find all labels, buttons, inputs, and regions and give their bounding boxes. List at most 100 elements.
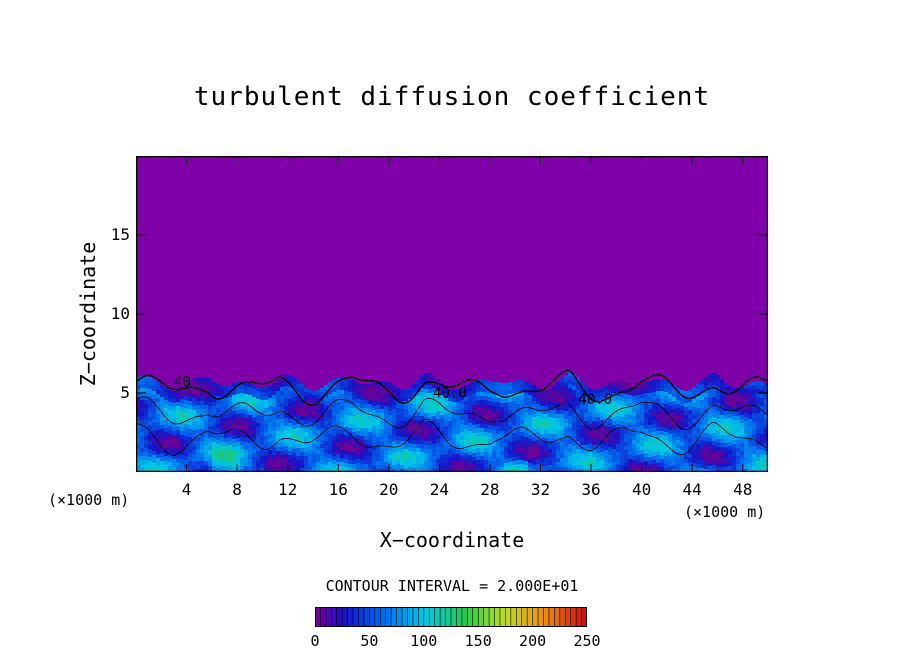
field-cell [524, 469, 528, 472]
field-cell [528, 403, 532, 407]
field-cell [596, 413, 600, 417]
field-cell [172, 427, 176, 431]
field-cell [332, 416, 336, 420]
field-cell [252, 429, 256, 433]
field-cell [360, 456, 364, 460]
field-cell [188, 413, 192, 417]
field-cell [356, 427, 360, 431]
field-cell [592, 417, 596, 421]
field-cell [168, 462, 172, 466]
field-cell [212, 454, 216, 458]
field-cell [568, 396, 572, 400]
field-cell [348, 440, 352, 444]
field-cell [324, 417, 328, 421]
field-cell [432, 464, 436, 468]
field-cell [448, 441, 452, 445]
field-cell [716, 427, 720, 431]
field-cell [572, 386, 576, 390]
field-cell [724, 443, 728, 447]
field-cell [704, 429, 708, 433]
field-cell [388, 419, 392, 423]
field-cell [232, 427, 236, 431]
field-cell [760, 458, 764, 462]
field-cell [496, 434, 500, 438]
field-cell [408, 443, 412, 447]
field-cell [392, 413, 396, 417]
field-cell [736, 428, 740, 432]
field-cell [212, 414, 216, 418]
field-cell [652, 452, 656, 456]
field-cell [728, 422, 732, 426]
field-cell [420, 456, 424, 460]
field-cell [416, 436, 420, 440]
field-cell [272, 427, 276, 431]
field-cell [448, 425, 452, 429]
field-cell [572, 394, 576, 398]
field-cell [384, 458, 388, 462]
field-cell [752, 382, 756, 386]
field-cell [304, 420, 308, 424]
field-cell [180, 399, 184, 403]
field-cell [352, 384, 356, 388]
field-cell [732, 412, 736, 416]
field-cell [740, 403, 744, 407]
field-cell [164, 408, 168, 412]
field-cell [180, 439, 184, 443]
field-cell [560, 378, 564, 382]
field-cell [384, 446, 388, 450]
field-cell [456, 458, 460, 462]
field-cell [136, 417, 140, 421]
field-cell [280, 391, 284, 395]
field-cell [620, 469, 624, 472]
field-cell [364, 392, 368, 396]
field-cell [424, 413, 428, 417]
field-cell [312, 443, 316, 447]
field-cell [660, 391, 664, 395]
field-cell [244, 466, 248, 470]
field-cell [584, 401, 588, 405]
field-cell [156, 414, 160, 418]
field-cell [420, 424, 424, 428]
field-cell [480, 468, 484, 472]
field-cell [244, 462, 248, 466]
field-cell [344, 463, 348, 467]
field-cell [596, 417, 600, 421]
field-cell [444, 406, 448, 410]
field-cell [428, 385, 432, 389]
field-cell [284, 382, 288, 386]
field-cell [744, 401, 748, 405]
field-cell [524, 385, 528, 389]
field-cell [184, 408, 188, 412]
field-cell [592, 445, 596, 449]
field-cell [340, 398, 344, 402]
field-cell [528, 467, 532, 471]
field-cell [312, 431, 316, 435]
field-cell [608, 407, 612, 411]
field-cell [232, 395, 236, 399]
field-cell [632, 452, 636, 456]
field-cell [216, 456, 220, 460]
field-cell [732, 404, 736, 408]
field-cell [140, 384, 144, 388]
field-cell [652, 408, 656, 412]
field-cell [696, 420, 700, 424]
field-cell [648, 389, 652, 393]
field-cell [528, 415, 532, 419]
colorbar-segment [325, 607, 332, 627]
field-cell [572, 430, 576, 434]
field-cell [688, 410, 692, 414]
field-cell [320, 432, 324, 436]
field-cell [548, 397, 552, 401]
field-cell [356, 439, 360, 443]
contour-line [136, 396, 767, 431]
field-cell [172, 455, 176, 459]
field-cell [292, 401, 296, 405]
field-cell [364, 436, 368, 440]
field-cell [288, 415, 292, 419]
field-cell [468, 455, 472, 459]
field-cell [144, 400, 148, 404]
field-cell [200, 397, 204, 401]
field-cell [692, 451, 696, 455]
field-cell [764, 431, 768, 435]
field-cell [520, 424, 524, 428]
